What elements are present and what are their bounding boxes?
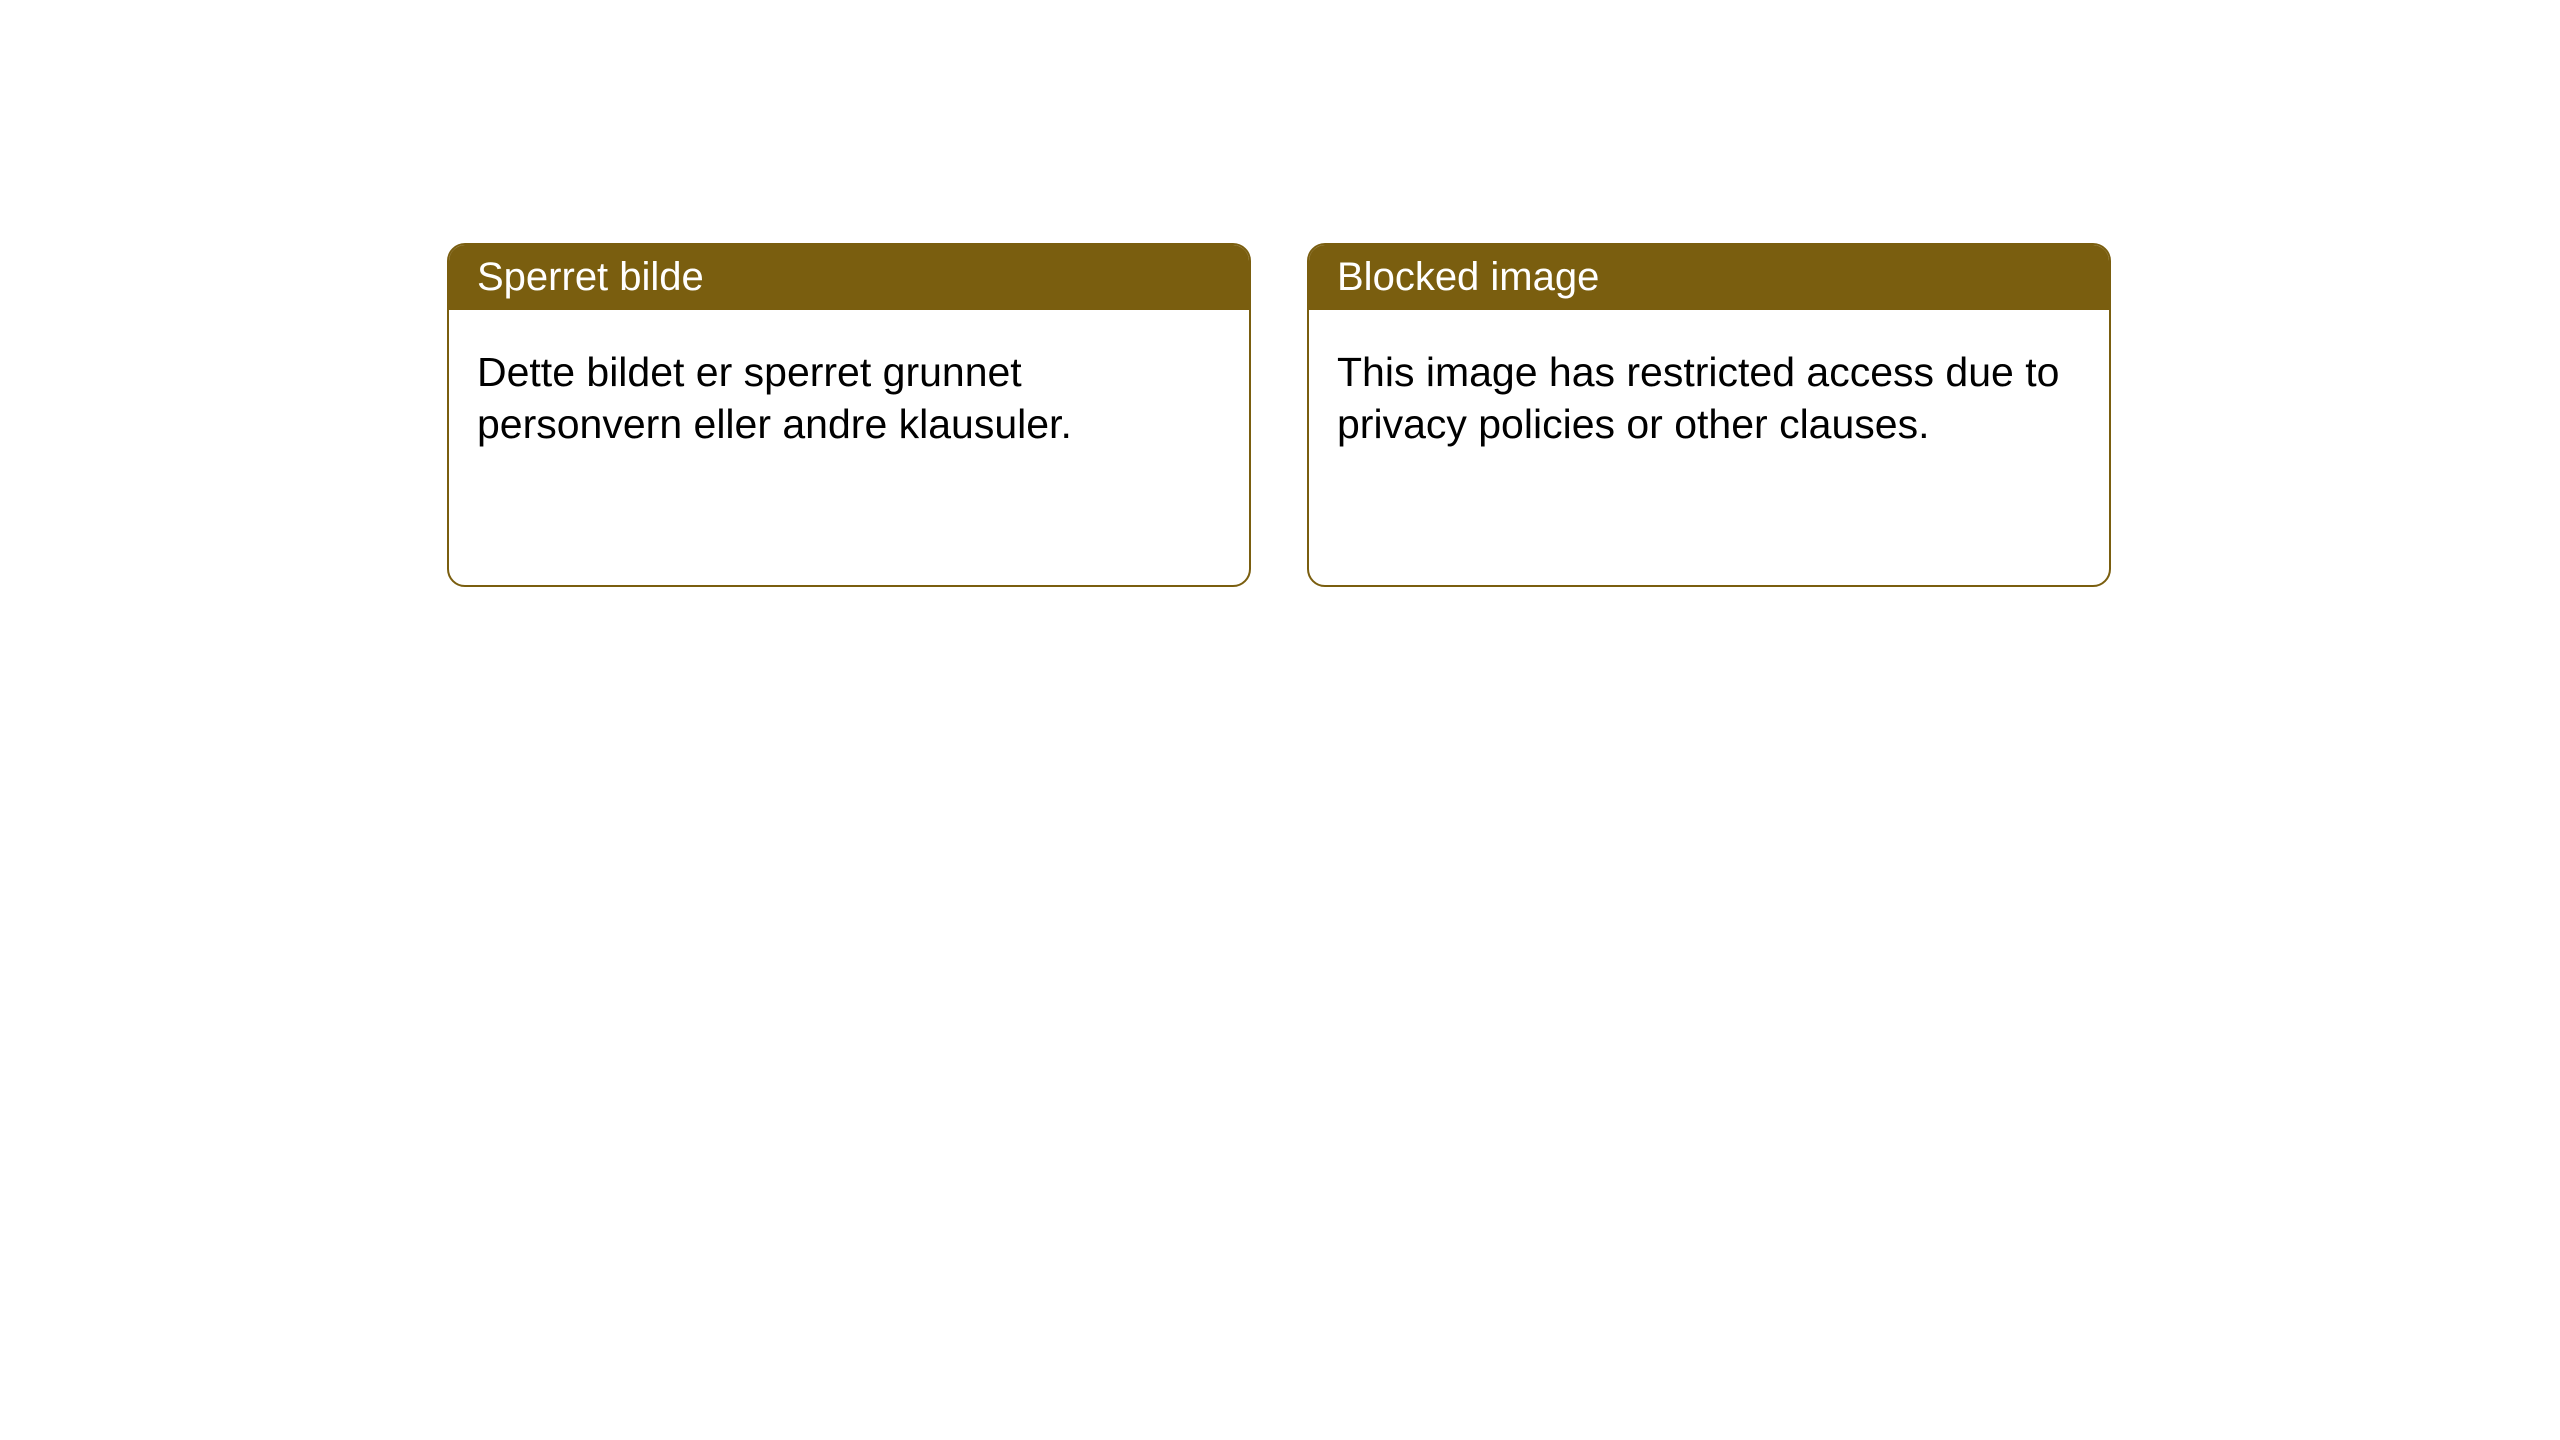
notice-body: Dette bildet er sperret grunnet personve…: [449, 310, 1249, 585]
notice-title: Blocked image: [1337, 255, 1599, 299]
notice-title: Sperret bilde: [477, 255, 704, 299]
notice-body-text: Dette bildet er sperret grunnet personve…: [477, 349, 1072, 447]
notice-header: Blocked image: [1309, 245, 2109, 310]
notice-card-norwegian: Sperret bilde Dette bildet er sperret gr…: [447, 243, 1251, 587]
notice-header: Sperret bilde: [449, 245, 1249, 310]
notice-body: This image has restricted access due to …: [1309, 310, 2109, 585]
notice-container: Sperret bilde Dette bildet er sperret gr…: [0, 0, 2560, 587]
notice-card-english: Blocked image This image has restricted …: [1307, 243, 2111, 587]
notice-body-text: This image has restricted access due to …: [1337, 349, 2059, 447]
